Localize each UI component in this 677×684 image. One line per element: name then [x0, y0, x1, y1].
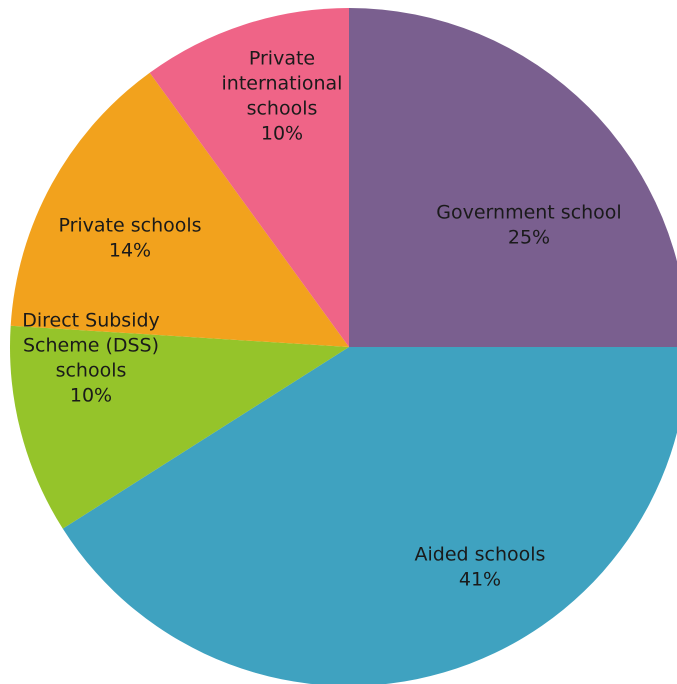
slice-label-line: schools [247, 98, 318, 120]
slice-label-line: Aided schools [415, 544, 546, 566]
slice-label-line: 25% [508, 227, 550, 249]
pie-slice [10, 325, 349, 529]
slice-label-line: schools [56, 360, 127, 382]
slice-label-line: Private schools [58, 215, 201, 237]
slice-label: Private international schools 10% [222, 48, 343, 145]
slice-label-line: international [222, 73, 343, 95]
slice-label-line: Scheme (DSS) [23, 335, 159, 357]
slice-label-line: Private [249, 48, 315, 70]
slice-label-line: 10% [261, 123, 303, 145]
pie-slice [10, 72, 349, 348]
slice-label: Government school 25% [436, 202, 621, 249]
slice-label: Private schools 14% [58, 215, 201, 262]
slice-label-line: 14% [109, 240, 151, 262]
slice-label-line: 41% [459, 569, 501, 591]
slice-label-line: Government school [436, 202, 621, 224]
slice-label-line: Direct Subsidy [22, 310, 160, 332]
pie-slice [62, 347, 677, 684]
slice-label-line: 10% [70, 385, 112, 407]
pie-slice [349, 8, 677, 347]
slice-label: Direct Subsidy Scheme (DSS) schools 10% [22, 310, 160, 407]
pie-slice [149, 8, 349, 347]
slice-label: Aided schools 41% [415, 544, 546, 591]
